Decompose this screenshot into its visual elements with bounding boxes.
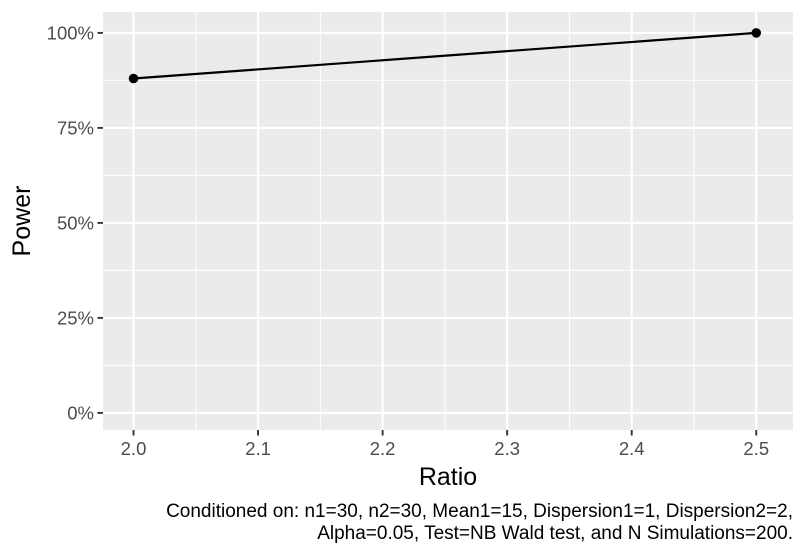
- y-tick-label: 50%: [57, 212, 94, 233]
- panel-background: [103, 12, 793, 430]
- caption-line-2: Alpha=0.05, Test=NB Wald test, and N Sim…: [317, 523, 793, 544]
- axis-ticks: [97, 31, 758, 436]
- x-tick-label: 2.1: [245, 438, 271, 459]
- x-tick-label: 2.0: [121, 438, 147, 459]
- y-tick-label: 0%: [67, 402, 94, 423]
- power-series: [128, 28, 762, 84]
- y-tick-label: 75%: [57, 117, 94, 138]
- axis-tick-labels: 2.0 2.1 2.2 2.3 2.4 2.5 0% 25% 50% 75% 100%: [47, 22, 769, 459]
- y-axis-title: Power: [8, 186, 36, 257]
- data-point: [751, 28, 762, 38]
- power-line: [133, 31, 757, 80]
- y-tick-label: 25%: [57, 307, 94, 328]
- x-tick-label: 2.5: [743, 438, 769, 459]
- y-tick-label: 100%: [47, 22, 94, 43]
- x-tick-label: 2.2: [370, 438, 396, 459]
- plot-panel: [103, 12, 793, 430]
- x-tick-label: 2.3: [494, 438, 520, 459]
- x-tick-label: 2.4: [619, 438, 645, 459]
- x-axis-title: Ratio: [419, 463, 477, 491]
- caption-line-1: Conditioned on: n1=30, n2=30, Mean1=15, …: [166, 501, 793, 522]
- data-point: [128, 73, 139, 84]
